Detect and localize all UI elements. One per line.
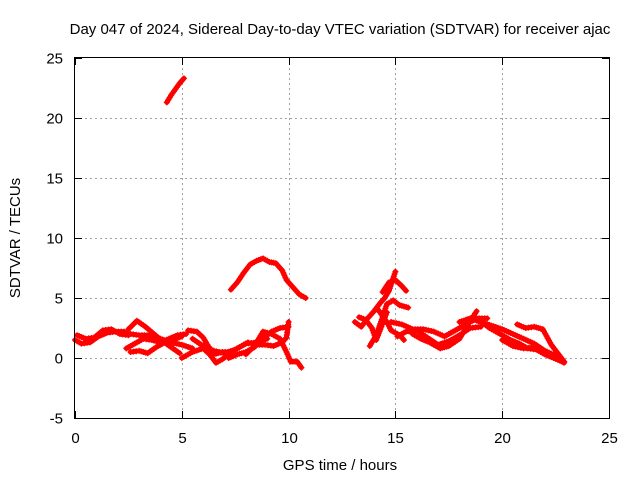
y-tick-label: 0 xyxy=(55,351,63,368)
series-arc-14 xyxy=(227,255,309,301)
x-tick-label: 15 xyxy=(387,430,404,447)
x-axis-label: GPS time / hours xyxy=(283,457,397,474)
grid xyxy=(75,58,609,418)
y-tick-label: 20 xyxy=(46,111,63,128)
data-point xyxy=(183,331,190,337)
y-tick-label: -5 xyxy=(50,411,63,428)
data-point xyxy=(302,295,309,301)
x-tick-label: 25 xyxy=(601,430,618,447)
data-point xyxy=(392,268,399,275)
data-point xyxy=(400,337,407,343)
data-series xyxy=(72,75,568,371)
data-point xyxy=(403,287,410,294)
chart-title: Day 047 of 2024, Sidereal Day-to-day VTE… xyxy=(70,21,611,38)
y-axis-label: SDTVAR / TECUs xyxy=(7,178,24,298)
axis-ticks: 0 5 10 15 20 25 -5 0 5 10 15 20 25 xyxy=(46,51,618,448)
y-tick-label: 25 xyxy=(46,51,63,68)
data-point xyxy=(298,364,305,371)
series-arc-8 xyxy=(178,345,232,366)
data-point xyxy=(285,319,292,325)
x-tick-label: 10 xyxy=(281,430,298,447)
data-point xyxy=(473,308,480,315)
series-arc-19 xyxy=(379,277,410,295)
data-point xyxy=(178,333,185,340)
data-point xyxy=(484,315,491,322)
series-arc-26 xyxy=(499,337,568,366)
series-arc-22 xyxy=(409,308,480,352)
y-tick-label: 5 xyxy=(55,291,63,308)
series-arc-12 xyxy=(242,328,305,371)
data-point xyxy=(405,304,412,311)
series-arc-13 xyxy=(253,319,292,349)
x-tick-label: 5 xyxy=(178,430,186,447)
x-tick-label: 20 xyxy=(494,430,511,447)
data-point xyxy=(561,359,568,366)
y-tick-label: 10 xyxy=(46,231,63,248)
series-arc-7 xyxy=(127,333,185,357)
series-arc-1 xyxy=(163,75,187,106)
x-tick-label: 0 xyxy=(71,430,79,447)
plot-frame xyxy=(74,57,610,419)
data-point xyxy=(180,75,187,82)
data-point xyxy=(176,350,183,357)
y-tick-label: 15 xyxy=(46,171,63,188)
